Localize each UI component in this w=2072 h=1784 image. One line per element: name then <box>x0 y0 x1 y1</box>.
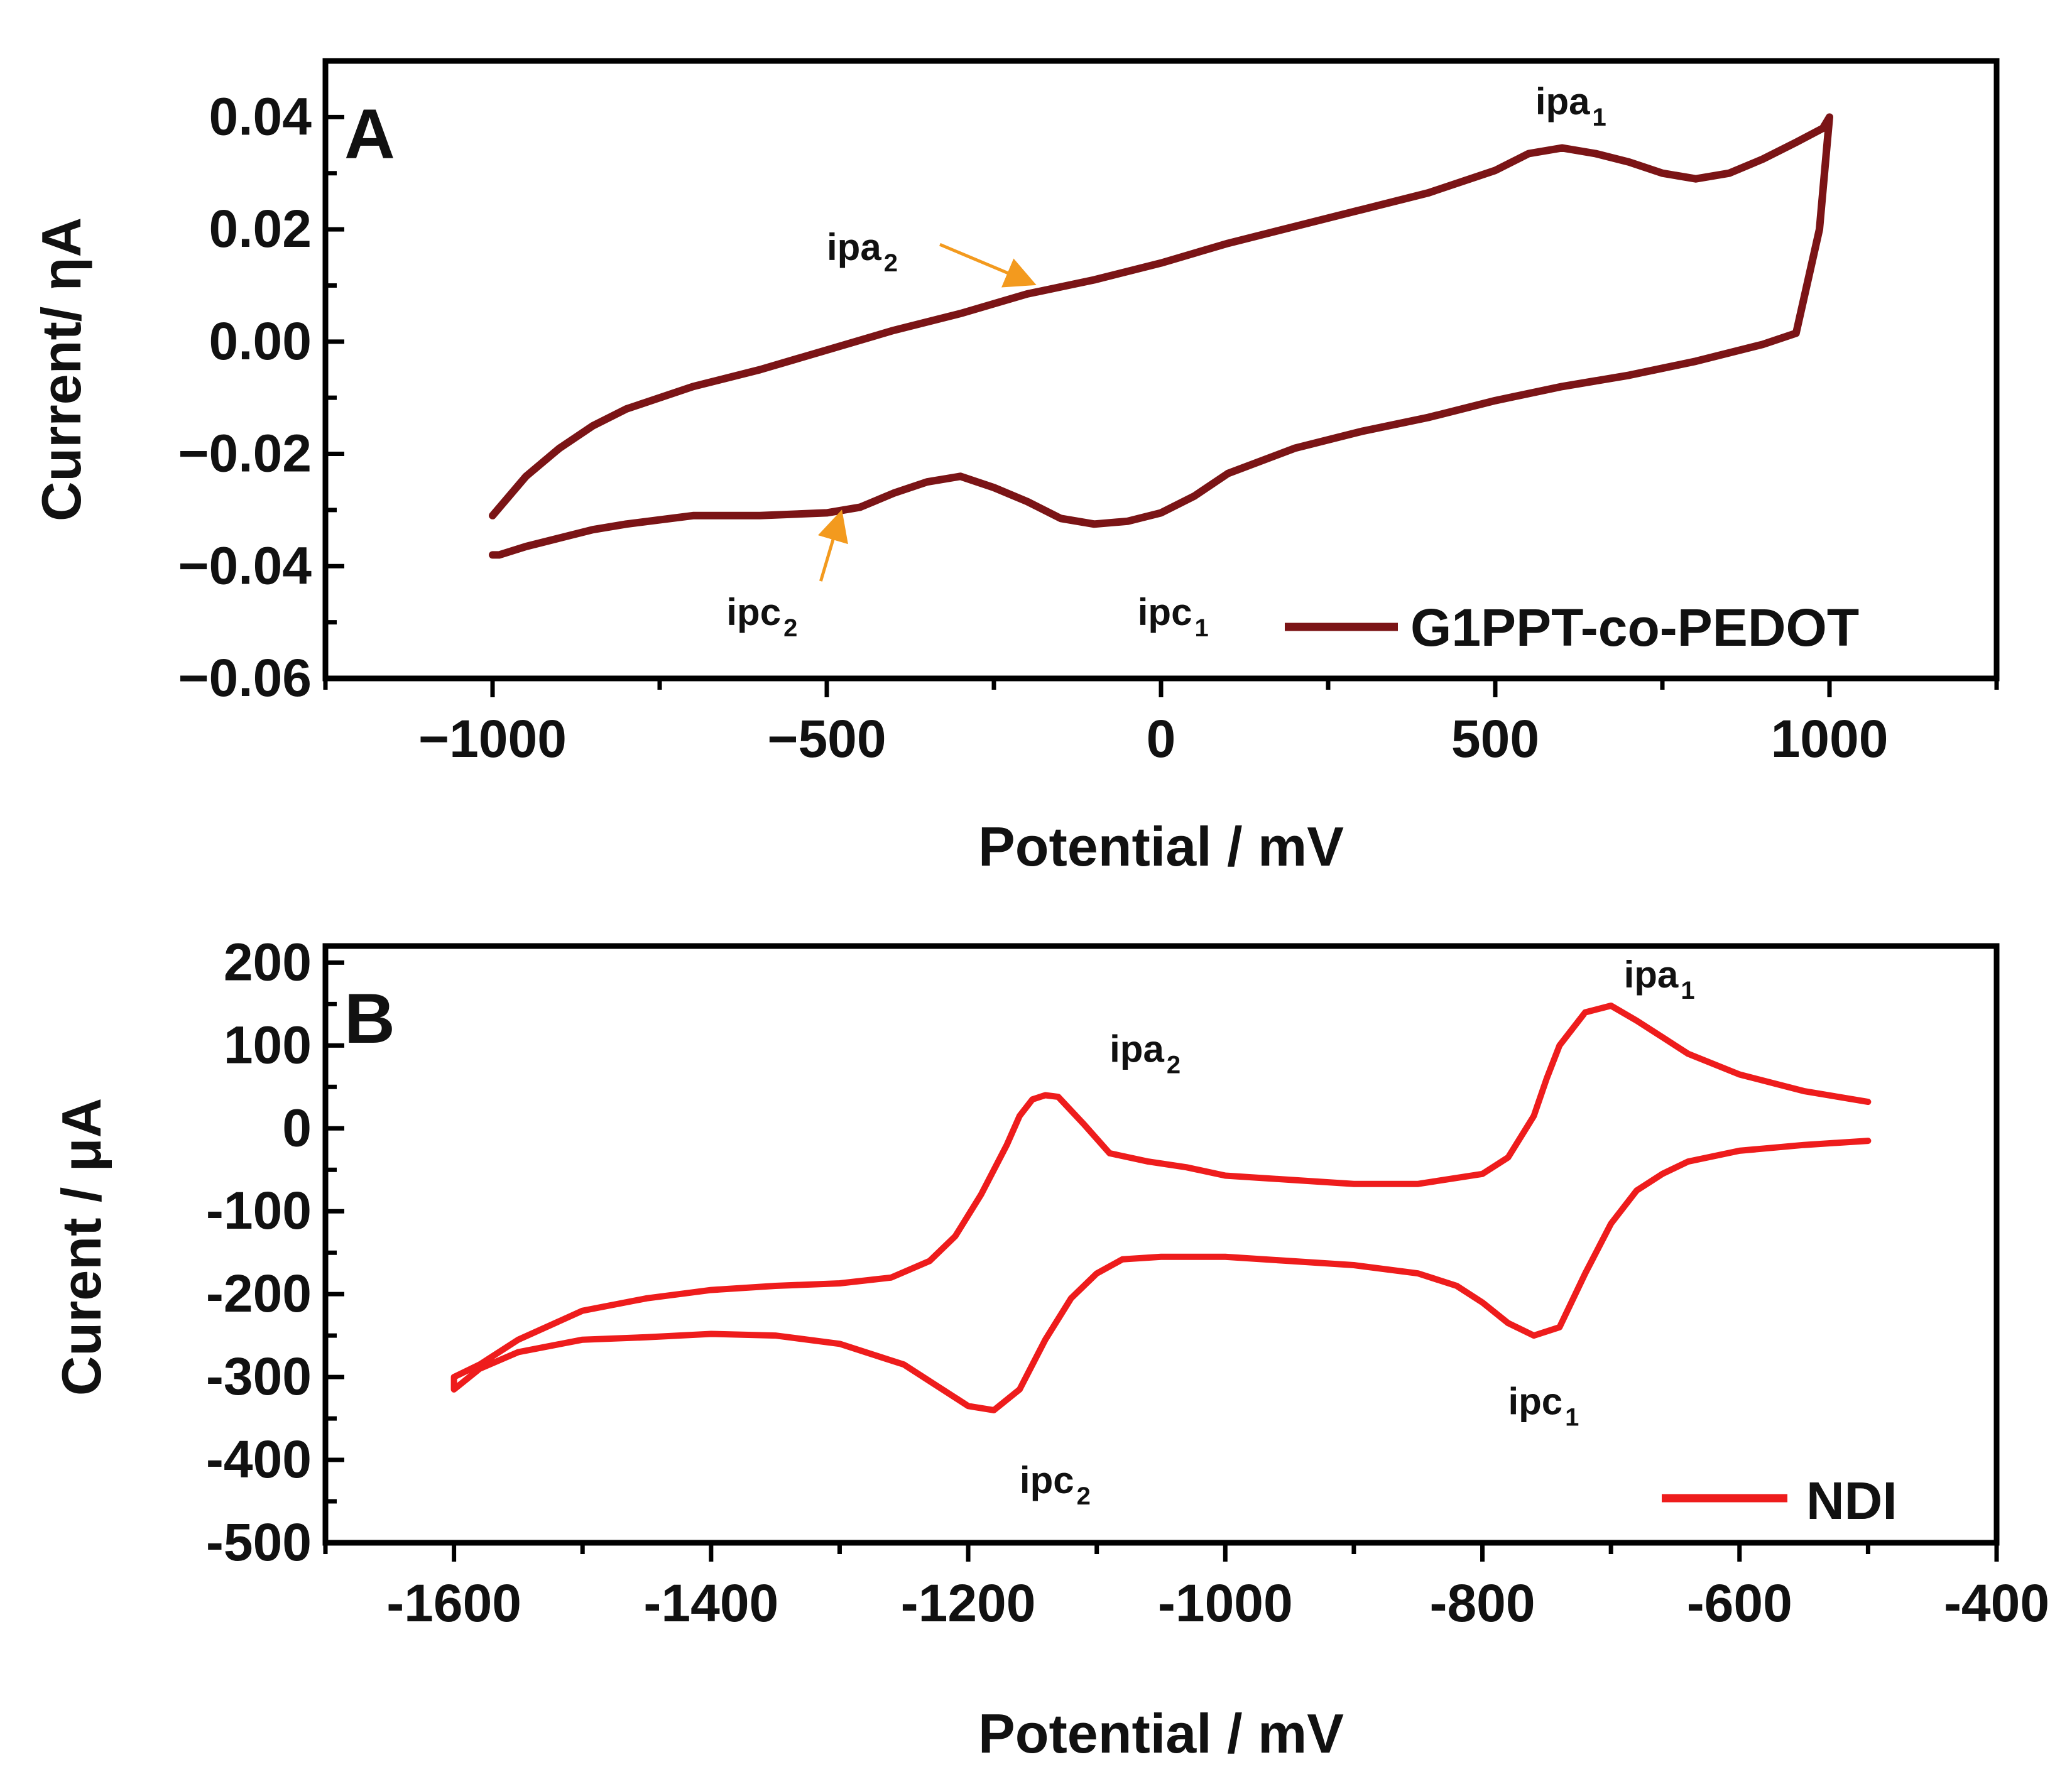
panel-b-x-axis-title: Potential / mV <box>978 1702 1344 1765</box>
a-peak-annotation: ipc 2 <box>726 591 797 642</box>
b-peak-annotation: ipc 2 <box>1020 1459 1091 1510</box>
a-annotation-arrow <box>939 242 1037 288</box>
a-y-tick-label: 0.00 <box>209 312 312 371</box>
a-y-tick-label: 0.04 <box>209 87 312 146</box>
panel-a-x-ticks: −1000 −500 0 500 1000 <box>323 678 1999 768</box>
b-x-tick-label: -1600 <box>386 1574 521 1633</box>
b-y-tick-label: 100 <box>224 1015 312 1074</box>
panel-a-label: A <box>344 95 395 173</box>
b-y-tick-label: 0 <box>282 1098 312 1157</box>
a-peak-annotation: ipa 2 <box>827 226 898 277</box>
panel-a-y-axis-title: Current/ ηA <box>30 217 92 521</box>
b-x-tick-label: -600 <box>1687 1574 1792 1633</box>
b-y-tick-label: -100 <box>206 1181 312 1240</box>
a-annotation-arrow <box>817 509 848 582</box>
panel-a-chart: −1000 −500 0 500 1000 −0.06 −0.04 −0.02 0.00 0.0… <box>30 58 2000 878</box>
a-peak-annotation: ipa 1 <box>1535 80 1606 131</box>
panel-a-plot-frame <box>322 58 2000 682</box>
b-x-tick-label: -1000 <box>1158 1574 1293 1633</box>
panel-a-series-layer <box>489 113 1833 559</box>
b-y-tick-label: -400 <box>206 1430 312 1489</box>
a-peak-annotation: ipc 1 <box>1138 591 1209 642</box>
b-x-tick-label: -1400 <box>643 1574 778 1633</box>
b-x-tick-label: -800 <box>1429 1574 1535 1633</box>
b-peak-annotation: ipa 2 <box>1110 1028 1180 1079</box>
b-x-tick-label: -400 <box>1944 1574 2049 1633</box>
panel-b-y-ticks: -500 -400 -300 -200 -100 0 100 200 <box>206 932 344 1572</box>
panel-b-chart: -1600 -1400 -1200 -1000 -800 -600 -400 -500-40… <box>50 932 2049 1765</box>
panel-b-y-axis-title: Curent / μA <box>50 1098 112 1396</box>
b-series-line <box>450 1003 1872 1413</box>
panel-b-plot-frame <box>322 943 2000 1546</box>
panel-a-legend-label: G1PPT-co-PEDOT <box>1410 598 1859 657</box>
b-y-tick-label: -200 <box>206 1264 312 1323</box>
a-y-tick-label: −0.02 <box>178 424 312 483</box>
b-peak-annotation: ipa 1 <box>1624 954 1695 1004</box>
a-y-tick-label: −0.06 <box>178 648 312 707</box>
panel-b-label: B <box>344 979 395 1058</box>
a-y-tick-label: 0.02 <box>209 199 312 258</box>
a-x-tick-label: −500 <box>767 709 886 768</box>
panel-b-legend-label: NDI <box>1806 1471 1897 1530</box>
panel-a-x-axis-title: Potential / mV <box>978 815 1344 878</box>
panel-a-annotations: ipa 1 ipa 2 ipc 2 ipc 1 <box>726 80 1606 642</box>
a-y-tick-label: −0.04 <box>178 536 312 595</box>
a-x-tick-label: −1000 <box>418 709 567 768</box>
panel-b-x-ticks: -1600 -1400 -1200 -1000 -800 -600 -400 <box>323 1543 2049 1633</box>
b-peak-annotation: ipc 1 <box>1508 1380 1579 1431</box>
a-x-tick-label: 500 <box>1451 709 1539 768</box>
b-y-tick-label: -300 <box>206 1347 312 1406</box>
a-x-tick-label: 1000 <box>1771 709 1889 768</box>
panel-b-series-layer <box>450 1003 1872 1413</box>
b-y-tick-label: -500 <box>206 1513 312 1572</box>
b-y-tick-label: 200 <box>224 932 312 991</box>
a-x-tick-label: 0 <box>1147 709 1176 768</box>
panel-a-y-ticks: −0.06 −0.04 −0.02 0.00 0.02 0.04 <box>178 58 344 707</box>
a-series-line <box>489 113 1833 559</box>
b-x-tick-label: -1200 <box>901 1574 1036 1633</box>
panel-b-annotations: ipa 1 ipa 2 ipc 1 ipc 2 <box>1020 954 1695 1510</box>
